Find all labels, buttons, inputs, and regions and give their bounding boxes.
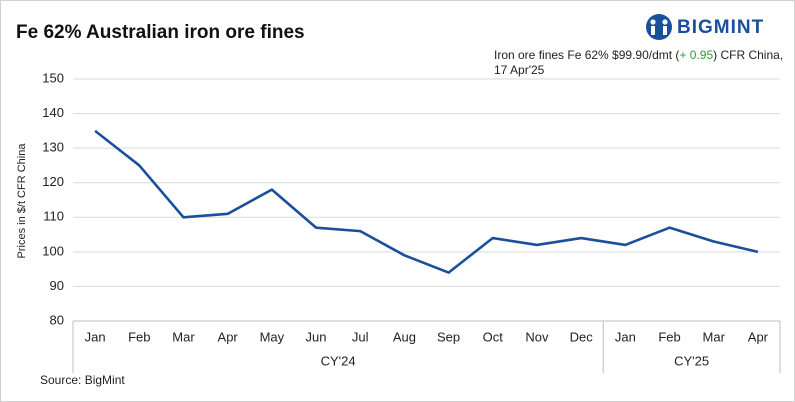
x-tick-label: Feb <box>658 329 680 344</box>
y-axis-label: Prices in $/t CFR China <box>16 143 28 259</box>
y-tick-label: 100 <box>42 243 64 258</box>
x-tick-label: May <box>260 329 285 344</box>
y-tick-label: 120 <box>42 174 64 189</box>
x-tick-label: Jan <box>85 329 106 344</box>
y-tick-label: 90 <box>50 278 64 293</box>
x-tick-label: Apr <box>218 329 239 344</box>
logo-icon <box>646 14 672 40</box>
chart-title: Fe 62% Australian iron ore fines <box>16 22 305 43</box>
logo-icon <box>662 19 668 25</box>
x-tick-label: Jun <box>306 329 327 344</box>
logo-icon <box>650 19 656 25</box>
x-tick-label: Sep <box>437 329 460 344</box>
x-tick-label: Jan <box>615 329 636 344</box>
x-tick-label: Nov <box>525 329 549 344</box>
price-line <box>94 129 759 274</box>
x-tick-label: Dec <box>570 329 594 344</box>
x-tick-label: Feb <box>128 329 150 344</box>
x-tick-label: Apr <box>748 329 769 344</box>
group-label: CY'25 <box>674 353 709 368</box>
x-tick-label: Mar <box>703 329 726 344</box>
y-tick-label: 80 <box>50 312 64 327</box>
source: Source: BigMint <box>40 373 125 387</box>
annotation-date: 17 Apr'25 <box>494 63 545 77</box>
annotation-change: + 0.95 <box>679 48 713 62</box>
annotation-text: Iron ore fines Fe 62% $99.90/dmt ( <box>494 48 679 62</box>
annotation: Iron ore fines Fe 62% $99.90/dmt (+ 0.95… <box>494 48 783 62</box>
x-tick-label: Jul <box>352 329 369 344</box>
logo-text: BIGMINT <box>677 17 764 38</box>
x-tick-label: Mar <box>172 329 195 344</box>
group-label: CY'24 <box>321 353 356 368</box>
y-tick-label: 150 <box>42 70 64 85</box>
annotation-text: ) CFR China, <box>713 48 783 62</box>
y-tick-label: 110 <box>43 209 64 224</box>
logo-icon <box>651 26 655 35</box>
y-tick-label: 130 <box>42 140 64 155</box>
y-tick-label: 140 <box>42 105 64 120</box>
logo: BIGMINT <box>646 14 764 40</box>
x-tick-label: Aug <box>393 329 416 344</box>
logo-icon <box>663 26 667 35</box>
x-tick-label: Oct <box>483 329 504 344</box>
